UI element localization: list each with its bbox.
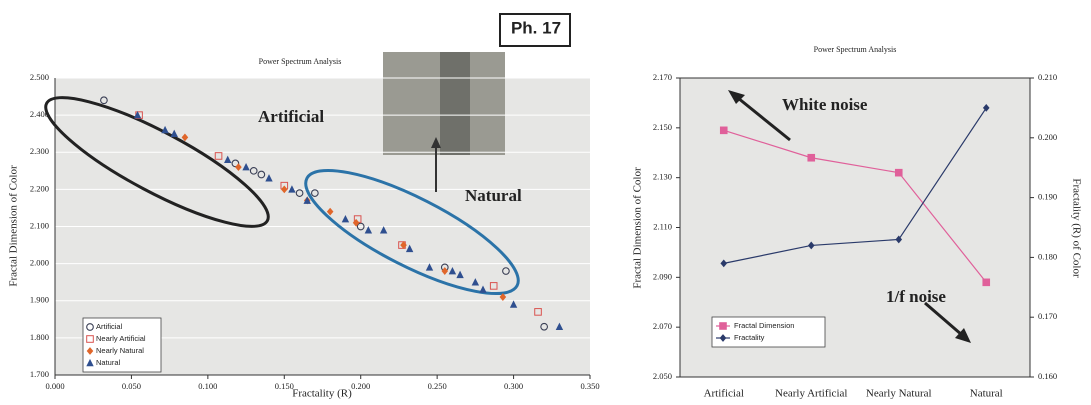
y-tick-label: 2.300 (30, 146, 49, 156)
legend-label: Nearly Natural (96, 346, 144, 355)
y2-tick-label: 0.170 (1038, 311, 1057, 321)
y2-tick-label: 0.180 (1038, 251, 1057, 261)
y-tick-label: 2.130 (653, 172, 672, 182)
x-tick-label: 0.350 (580, 381, 599, 391)
y-tick-label: 2.070 (653, 321, 672, 331)
y-tick-label: 2.000 (30, 258, 49, 268)
legend-label: Artificial (96, 322, 123, 331)
y-tick-label: 2.110 (653, 221, 672, 231)
y-axis-label: Fractal Dimension of Color (8, 165, 20, 287)
annotation: Artificial (258, 107, 324, 126)
x-tick-label: Nearly Natural (866, 388, 932, 400)
legend-marker (720, 323, 727, 330)
y-tick-label: 2.050 (653, 371, 672, 381)
y-axis-label: Fractal Dimension of Color (632, 167, 644, 289)
y-tick-label: 1.700 (30, 369, 49, 379)
x-tick-label: 0.100 (198, 381, 217, 391)
x-tick-label: 0.150 (275, 381, 294, 391)
y-tick-label: 1.900 (30, 295, 49, 305)
point (720, 127, 727, 134)
y-tick-label: 2.200 (30, 183, 49, 193)
x-tick-label: 0.050 (122, 381, 141, 391)
chart-title: Power Spectrum Analysis (259, 57, 342, 66)
legend-label: Nearly Artificial (96, 334, 146, 343)
y-tick-label: 2.100 (30, 220, 49, 230)
y2-axis-label: Fractality (R) of Color (1070, 178, 1082, 278)
y2-tick-label: 0.210 (1038, 72, 1057, 82)
x-tick-label: Natural (970, 388, 1003, 400)
x-tick-label: Artificial (704, 388, 744, 400)
y-tick-label: 2.150 (653, 122, 672, 132)
y-tick-label: 2.090 (653, 271, 672, 281)
x-tick-label: 0.000 (45, 381, 64, 391)
y-tick-label: 2.500 (30, 72, 49, 82)
point (983, 279, 990, 286)
annotation: 1/f noise (886, 287, 946, 306)
x-tick-label: 0.250 (428, 381, 447, 391)
point (895, 169, 902, 176)
y2-tick-label: 0.190 (1038, 192, 1057, 202)
chart-title: Power Spectrum Analysis (814, 45, 897, 54)
y-tick-label: 1.800 (30, 332, 49, 342)
legend-label: Natural (96, 358, 121, 367)
x-axis-label: Fractality (R) (292, 388, 352, 400)
legend-label: Fractality (734, 333, 765, 342)
annotation: Natural (465, 186, 522, 205)
x-tick-label: Nearly Artificial (775, 388, 847, 400)
y2-tick-label: 0.200 (1038, 132, 1057, 142)
x-tick-label: 0.300 (504, 381, 523, 391)
y-tick-label: 2.170 (653, 72, 672, 82)
point (808, 154, 815, 161)
y2-tick-label: 0.160 (1038, 371, 1057, 381)
page: 1.7001.8001.9002.0002.1002.2002.3002.400… (0, 0, 1091, 405)
annotation: Ph. 17 (511, 18, 561, 37)
legend-label: Fractal Dimension (734, 321, 794, 330)
x-tick-label: 0.200 (351, 381, 370, 391)
annotation: White noise (782, 95, 868, 114)
photo-channel (440, 52, 470, 155)
